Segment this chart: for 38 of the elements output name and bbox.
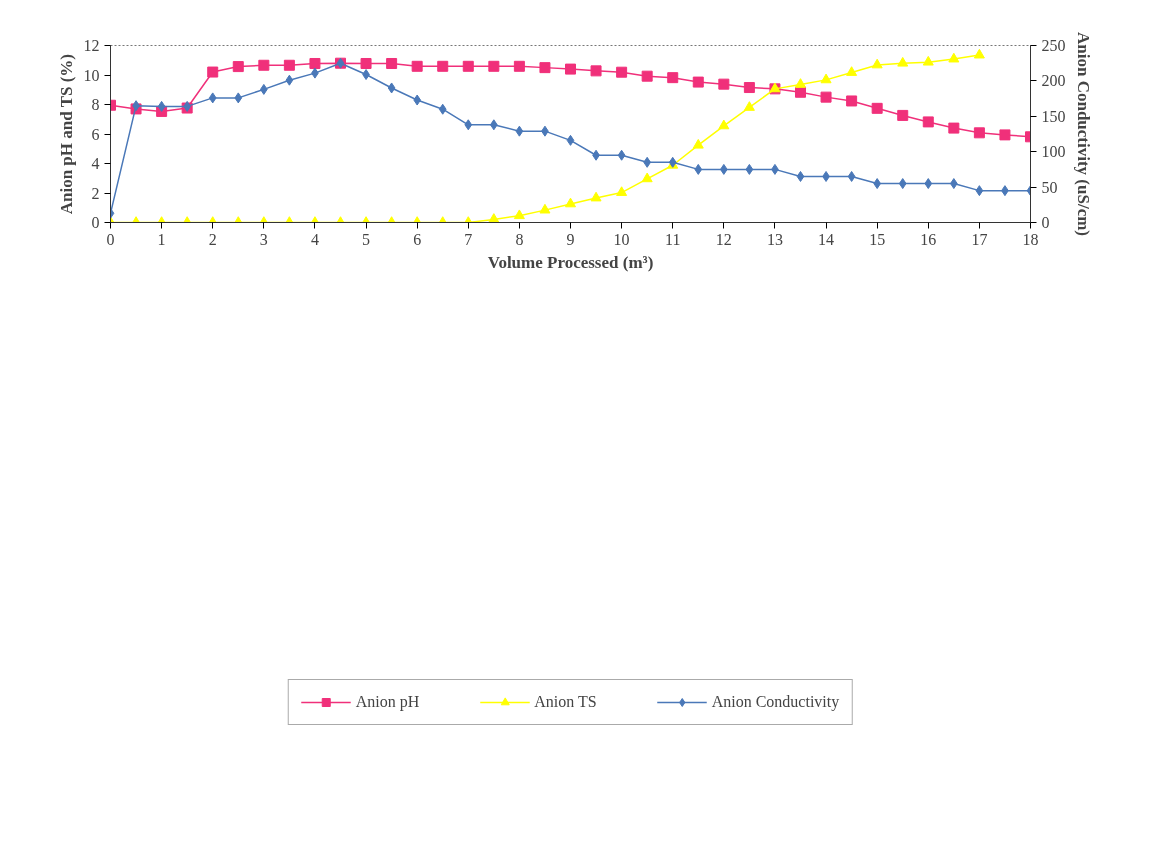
y-tick-label: 8 [91,96,100,113]
x-tick-label: 11 [665,230,681,248]
legend-label: Anion Conductivity [711,693,840,711]
y-tick-label: 10 [83,66,100,84]
y-tick-label: 12 [83,37,100,54]
y2-tick-label: 200 [1041,72,1066,90]
y2-tick-label: 100 [1041,143,1066,161]
y2-tick-label: 150 [1041,107,1066,125]
x-tick-label: 9 [566,230,575,248]
y-tick-label: 2 [91,184,100,202]
x-tick-label: 12 [715,230,732,248]
x-tick-label: 4 [310,230,319,248]
y-tick-label: 6 [91,125,100,143]
x-tick-label: 3 [259,230,268,248]
x-tick-label: 0 [106,230,115,248]
x-tick-label: 1 [157,230,166,248]
x-tick-label: 6 [413,230,422,248]
x-tick-label: 10 [613,230,630,248]
x-tick-label: 16 [920,230,937,248]
y-axis-title: Anion pH and TS (%) [56,53,76,215]
x-tick-label: 15 [869,230,886,248]
x-tick-label: 7 [464,230,473,248]
x-axis-title: Volume Processed (m³) [487,252,654,272]
x-tick-label: 2 [208,230,217,248]
y2-axis-title: Anion Conductivity (uS/cm) [1073,31,1093,237]
y-tick-label: 0 [91,214,100,231]
x-tick-label: 8 [515,230,524,248]
legend-label: Anion TS [534,693,597,711]
y2-tick-label: 250 [1041,37,1066,54]
legend-label: Anion pH [355,693,420,711]
x-tick-label: 17 [971,230,988,248]
x-tick-label: 5 [362,230,371,248]
x-tick-label: 14 [818,230,835,248]
y2-tick-label: 50 [1041,178,1058,196]
x-tick-label: 13 [766,230,783,248]
y2-tick-label: 0 [1041,214,1050,231]
y-tick-label: 4 [91,155,100,172]
x-tick-label: 18 [1022,230,1039,248]
